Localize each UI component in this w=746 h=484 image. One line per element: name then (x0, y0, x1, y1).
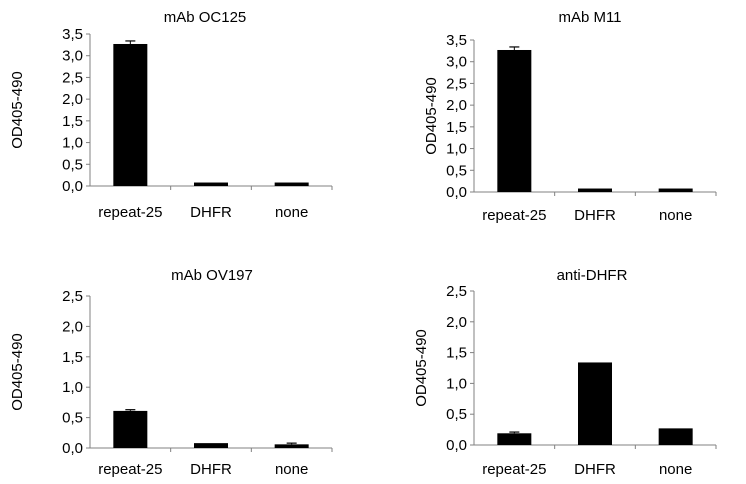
chart-1-ylabel: OD405-490 (9, 71, 26, 149)
chart-4-bar (658, 428, 693, 445)
chart-2-ylabel: OD405-490 (423, 77, 440, 155)
chart-3-category-label: none (275, 461, 308, 478)
chart-3-ytick-label: 0,5 (62, 410, 83, 427)
chart-2-ytick-label: 1,0 (446, 141, 467, 158)
chart-3-ytick-label: 1,5 (62, 349, 83, 366)
chart-1-ytick-label: 1,0 (62, 135, 83, 152)
chart-3-ytick-label: 2,0 (62, 318, 83, 335)
chart-3-bar (274, 444, 309, 448)
chart-1-ytick-label: 0,5 (62, 156, 83, 173)
chart-1-ytick-label: 2,0 (62, 91, 83, 108)
chart-1-bar (113, 43, 148, 186)
chart-3-bar (113, 410, 148, 448)
chart-2-ytick-label: 3,0 (446, 54, 467, 71)
chart-2-ytick-label: 0,5 (446, 162, 467, 179)
chart-2-ytick-label: 3,5 (446, 32, 467, 49)
chart-4-ytick-label: 1,5 (446, 345, 467, 362)
chart-2-ytick-label: 2,0 (446, 97, 467, 114)
chart-2-category-label: none (659, 207, 692, 224)
chart-4-ytick-label: 0,0 (446, 437, 467, 454)
chart-4-ytick-label: 0,5 (446, 406, 467, 423)
chart-3-ylabel: OD405-490 (9, 333, 26, 411)
chart-1-category-label: none (275, 204, 308, 221)
chart-1-bar (274, 182, 309, 186)
chart-2-bar (497, 49, 532, 192)
chart-2-bar (658, 188, 693, 192)
chart-2-ytick-label: 0,0 (446, 184, 467, 201)
chart-2-category-label: DHFR (574, 207, 616, 224)
chart-4-title: anti-DHFR (557, 267, 628, 284)
chart-1-ytick-label: 3,5 (62, 26, 83, 43)
chart-3-category-label: repeat-25 (98, 461, 162, 478)
chart-1-ytick-label: 0,0 (62, 178, 83, 195)
chart-4-ytick-label: 2,5 (446, 283, 467, 300)
chart-3-ytick-label: 2,5 (62, 288, 83, 305)
chart-4-category-label: DHFR (574, 461, 616, 478)
chart-3-category-label: DHFR (190, 461, 232, 478)
chart-2-ytick-label: 1,5 (446, 119, 467, 136)
chart-3-ytick-label: 1,0 (62, 379, 83, 396)
chart-4-category-label: repeat-25 (482, 461, 546, 478)
chart-3-bar (194, 443, 228, 448)
chart-2-title: mAb M11 (558, 9, 621, 26)
chart-4-ylabel: OD405-490 (413, 329, 430, 407)
chart-1-title: mAb OC125 (164, 9, 247, 26)
chart-2-category-label: repeat-25 (482, 207, 546, 224)
chart-1-ytick-label: 3,0 (62, 48, 83, 65)
chart-1-ytick-label: 2,5 (62, 69, 83, 86)
chart-1-category-label: repeat-25 (98, 204, 162, 221)
chart-3-title: mAb OV197 (171, 267, 253, 284)
chart-2-bar (578, 188, 612, 192)
chart-4-bar (497, 433, 532, 445)
chart-3-ytick-label: 0,0 (62, 440, 83, 457)
chart-4-category-label: none (659, 461, 692, 478)
chart-2-ytick-label: 2,5 (446, 75, 467, 92)
chart-4-bar (578, 362, 612, 445)
chart-1-category-label: DHFR (190, 204, 232, 221)
chart-4-ytick-label: 1,0 (446, 375, 467, 392)
chart-1-ytick-label: 1,5 (62, 113, 83, 130)
chart-1-bar (194, 182, 228, 186)
chart-4-ytick-label: 2,0 (446, 314, 467, 331)
